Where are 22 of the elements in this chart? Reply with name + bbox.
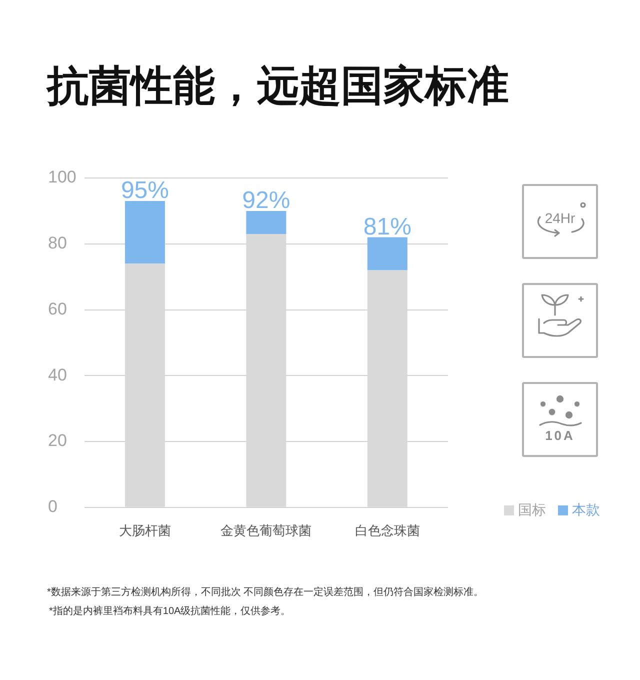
x-tick-label: 大肠杆菌 bbox=[118, 522, 171, 538]
bar bbox=[246, 210, 286, 234]
text: 10A bbox=[544, 428, 576, 444]
y-tick-label: 80 bbox=[48, 234, 67, 253]
x-tick-label: 白色念珠菌 bbox=[354, 522, 420, 538]
y-tick-label: 100 bbox=[48, 168, 76, 187]
bar bbox=[367, 237, 408, 270]
annotation: 92% bbox=[242, 186, 290, 214]
x-tick-label: 金黄色葡萄球菌 bbox=[220, 522, 312, 538]
text: 24Hr bbox=[544, 210, 576, 226]
annotation: 81% bbox=[363, 213, 412, 240]
annotation: 95% bbox=[120, 177, 169, 204]
text: *数据来源于第三方检测机构所得，不同批次 不同颜色存在一定误差范围，但仍符合国家检测标准。 bbox=[47, 586, 484, 599]
y-tick-label: 0 bbox=[48, 497, 58, 516]
legend-label: 本款 bbox=[572, 501, 600, 518]
y-tick-label: 20 bbox=[48, 431, 67, 450]
bar bbox=[124, 201, 165, 264]
text: *指的是内裤里裆布料具有10A级抗菌性能，仅供参考。 bbox=[49, 605, 291, 618]
chart-title: 抗菌性能，远超国家标准 bbox=[47, 61, 509, 111]
y-tick-label: 40 bbox=[48, 365, 67, 384]
legend-label: 国标 bbox=[518, 501, 546, 518]
y-tick-label: 60 bbox=[48, 299, 67, 318]
